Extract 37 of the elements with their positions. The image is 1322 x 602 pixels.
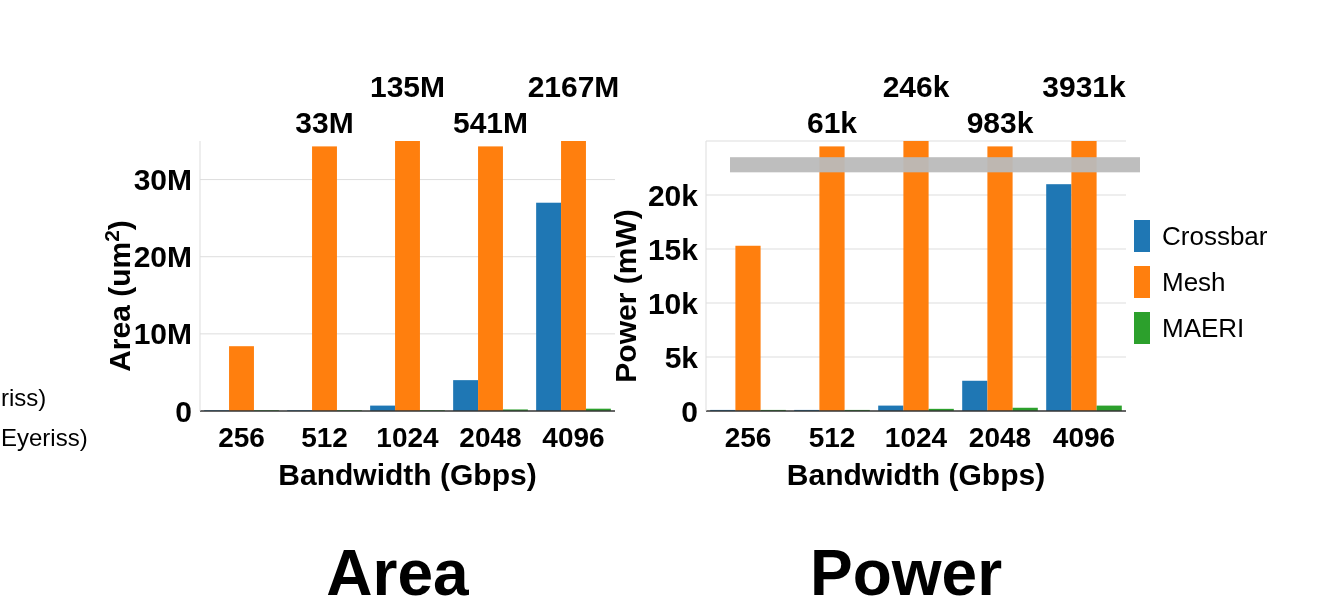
x-tick-label: 256 xyxy=(724,422,772,453)
x-tick-label: 4096 xyxy=(542,422,605,453)
x-tick-label: 1024 xyxy=(884,422,948,453)
y-tick-label: 10k xyxy=(647,286,699,320)
text: 61k xyxy=(806,106,858,139)
x-tick-label: 4096 xyxy=(1052,422,1116,453)
text: 33M xyxy=(295,106,354,139)
y-axis-title: Power (mW) xyxy=(609,209,642,383)
text: Eyeriss) xyxy=(1,424,88,451)
x-tick-label: 256 xyxy=(218,422,265,453)
x-axis-title: Bandwidth (Gbps) xyxy=(278,458,537,491)
legend-label: Crossbar xyxy=(1162,221,1268,252)
y-tick-label: 30M xyxy=(133,163,192,197)
text: 246k xyxy=(882,70,950,103)
text: Area xyxy=(326,537,470,602)
y-tick-label: 0 xyxy=(681,394,698,428)
text: riss) xyxy=(1,384,47,411)
text: 3931k xyxy=(1042,70,1127,103)
y-tick-label: 20k xyxy=(647,178,699,212)
text: 541M xyxy=(452,106,529,139)
legend-label: Mesh xyxy=(1162,267,1226,298)
text: Power xyxy=(809,537,1003,602)
text: 2167M xyxy=(527,70,620,103)
x-tick-label: 2048 xyxy=(459,422,522,453)
y-tick-label: 10M xyxy=(133,317,192,351)
text: 135M xyxy=(369,70,446,103)
text: 983k xyxy=(966,106,1034,139)
x-tick-label: 1024 xyxy=(376,422,440,453)
y-tick-label: 20M xyxy=(133,240,192,274)
x-tick-label: 512 xyxy=(808,422,856,453)
y-tick-label: 5k xyxy=(664,340,699,374)
y-tick-label: 15k xyxy=(647,232,699,266)
x-tick-label: 512 xyxy=(301,422,348,453)
legend-label: MAERI xyxy=(1162,313,1245,344)
y-tick-label: 0 xyxy=(175,394,192,428)
x-axis-title: Bandwidth (Gbps) xyxy=(786,458,1046,491)
x-tick-label: 2048 xyxy=(968,422,1032,453)
